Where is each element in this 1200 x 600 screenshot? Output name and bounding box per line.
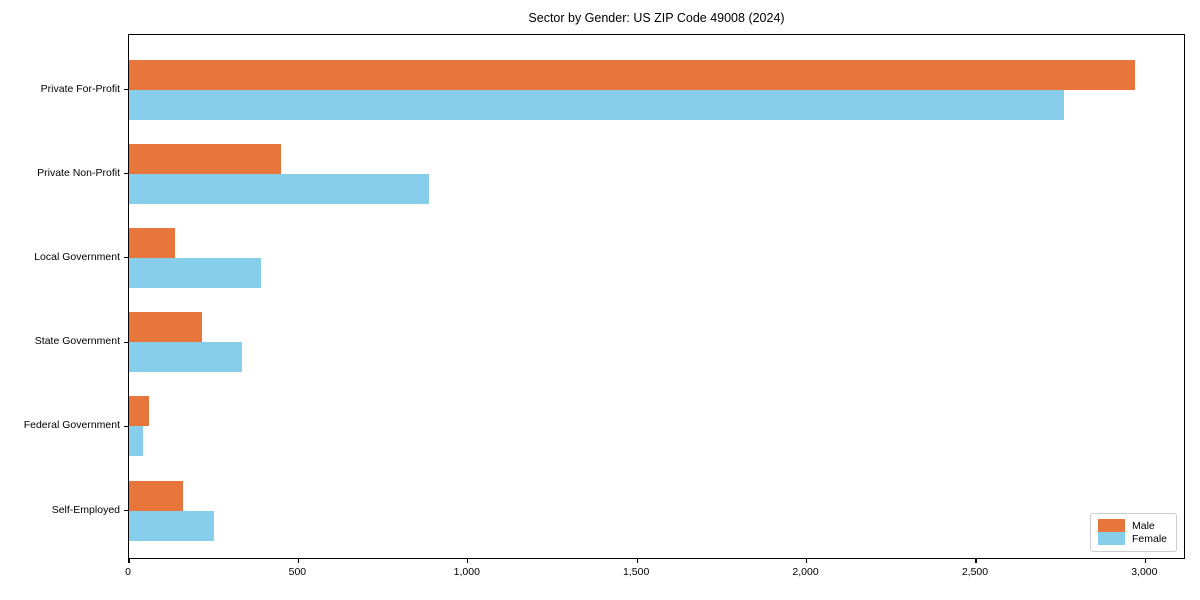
x-tick-mark	[1144, 559, 1146, 563]
x-tick-label: 2,500	[961, 566, 989, 578]
y-tick-mark	[124, 88, 128, 91]
y-tick-mark	[124, 257, 128, 259]
bar-male-self-employed	[129, 480, 184, 511]
bar-female-local-government	[129, 257, 262, 288]
x-tick-mark	[467, 559, 469, 563]
y-tick-label-private-non-profit: Private Non-Profit	[37, 166, 120, 179]
bar-female-federal-government	[129, 426, 143, 457]
y-tick-label-state-government: State Government	[34, 335, 120, 348]
y-tick-mark	[124, 341, 128, 343]
x-tick-mark	[636, 559, 638, 563]
bar-male-private-non-profit	[129, 143, 282, 174]
y-tick-label-self-employed: Self-Employed	[51, 503, 120, 516]
bar-male-private-for-profit	[129, 59, 1136, 90]
bar-male-federal-government	[129, 396, 150, 427]
x-tick-mark	[805, 559, 808, 563]
legend-rows: Male Female	[1097, 519, 1167, 545]
x-tick-label: 500	[288, 566, 307, 578]
x-tick-mark	[297, 559, 299, 563]
x-tick-mark	[975, 559, 977, 563]
y-tick-mark	[124, 173, 128, 175]
bar-male-local-government	[129, 227, 175, 258]
x-tick-label: 3,000	[1131, 566, 1158, 578]
x-tick-label: 0	[125, 566, 131, 578]
bar-female-self-employed	[129, 510, 214, 541]
plot-area: Male Female	[124, 34, 1185, 563]
legend-swatch-female	[1097, 532, 1125, 545]
legend-swatch-male	[1097, 519, 1125, 532]
y-tick-label-federal-government: Federal Government	[23, 419, 120, 432]
y-tick-label-local-government: Local Government	[34, 250, 120, 263]
bar-male-state-government	[129, 312, 202, 343]
y-tick-mark	[124, 509, 128, 512]
bar-female-private-non-profit	[129, 173, 429, 204]
chart-title: Sector by Gender: US ZIP Code 49008 (202…	[528, 11, 785, 25]
y-tick-mark	[124, 425, 128, 427]
legend-entry-female: Female	[1097, 532, 1167, 545]
legend: Male Female	[1089, 513, 1177, 552]
x-tick-label: 1,500	[623, 566, 650, 578]
bar-female-private-for-profit	[129, 89, 1065, 120]
bar-female-state-government	[129, 342, 243, 373]
y-tick-label-private-for-profit: Private For-Profit	[40, 82, 120, 95]
legend-label-female: Female	[1131, 532, 1167, 545]
x-tick-label: 2,000	[792, 566, 819, 578]
legend-entry-male: Male	[1097, 519, 1167, 532]
legend-label-male: Male	[1131, 519, 1155, 532]
x-tick-label: 1,000	[453, 566, 480, 578]
x-tick-mark	[128, 559, 130, 563]
